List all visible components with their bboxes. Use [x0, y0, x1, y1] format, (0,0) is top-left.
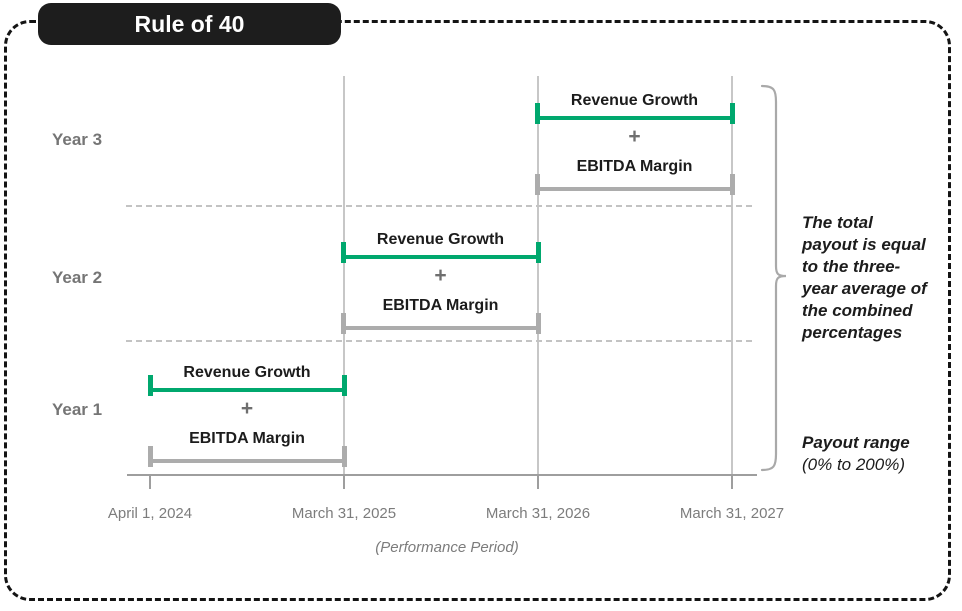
x-axis-line: [127, 474, 757, 476]
axis-tick: [149, 476, 151, 489]
note-line: payout is equal: [802, 235, 926, 254]
revenue-bar-left-cap: [148, 375, 153, 396]
axis-label-march-2026: March 31, 2026: [485, 505, 591, 522]
gridline-march-2025: [343, 76, 345, 475]
note-line: year average of: [802, 279, 927, 298]
ebitda-bar-right-cap: [536, 313, 541, 334]
axis-tick: [537, 476, 539, 489]
axis-label-march-2027: March 31, 2027: [679, 505, 785, 522]
ebitda-bar-left-cap: [535, 174, 540, 195]
year-1-row: Revenue Growth + EBITDA Margin: [148, 364, 347, 468]
axis-caption: (Performance Period): [375, 539, 519, 556]
page-title: Rule of 40: [134, 10, 245, 37]
note-line: to the three-: [802, 257, 901, 276]
gridline-march-2026: [537, 76, 539, 475]
note-line: the combined: [802, 301, 913, 320]
revenue-growth-bar: [150, 388, 344, 392]
axis-label-march-2025: March 31, 2025: [291, 505, 397, 522]
revenue-bar-left-cap: [535, 103, 540, 124]
ebitda-margin-bar: [537, 187, 732, 191]
ebitda-bar-right-cap: [730, 174, 735, 195]
ebitda-bar-left-cap: [341, 313, 346, 334]
axis-tick: [343, 476, 345, 489]
year-1-label: Year 1: [52, 400, 103, 419]
row-separator-year2-year1: [126, 340, 756, 342]
year-3-label: Year 3: [52, 130, 103, 149]
plus-operator: +: [240, 397, 254, 420]
payout-range-value: (0% to 200%): [802, 455, 905, 474]
year-2-label: Year 2: [52, 268, 103, 287]
row-separator-year3-year2: [126, 205, 756, 207]
revenue-bar-left-cap: [341, 242, 346, 263]
revenue-growth-label: Revenue Growth: [570, 92, 699, 109]
axis-label-april-2024: April 1, 2024: [107, 505, 193, 522]
revenue-bar-right-cap: [730, 103, 735, 124]
ebitda-bar-left-cap: [148, 446, 153, 467]
ebitda-margin-bar: [343, 326, 538, 330]
dashed-frame-border: [4, 20, 951, 601]
ebitda-margin-bar: [150, 459, 344, 463]
payout-range-title: Payout range: [802, 433, 910, 452]
revenue-growth-label: Revenue Growth: [183, 364, 311, 381]
note-line: percentages: [802, 323, 903, 342]
total-payout-note: The total payout is equal to the three- …: [802, 212, 952, 344]
payout-range-note: Payout range (0% to 200%): [802, 432, 962, 476]
ebitda-margin-label: EBITDA Margin: [576, 158, 693, 175]
year-2-row: Revenue Growth + EBITDA Margin: [341, 231, 541, 335]
year-3-row: Revenue Growth + EBITDA Margin: [535, 92, 735, 196]
ebitda-margin-label: EBITDA Margin: [189, 430, 305, 447]
note-line: The total: [802, 213, 873, 232]
gridline-march-2027: [731, 76, 733, 475]
ebitda-margin-label: EBITDA Margin: [382, 297, 499, 314]
ebitda-bar-right-cap: [342, 446, 347, 467]
title-box: Rule of 40: [38, 3, 341, 45]
curly-brace: [760, 84, 787, 472]
plus-operator: +: [434, 264, 447, 287]
plus-operator: +: [628, 125, 641, 148]
revenue-growth-bar: [537, 116, 732, 120]
revenue-growth-label: Revenue Growth: [376, 231, 505, 248]
axis-tick: [731, 476, 733, 489]
revenue-bar-right-cap: [536, 242, 541, 263]
revenue-bar-right-cap: [342, 375, 347, 396]
revenue-growth-bar: [343, 255, 538, 259]
